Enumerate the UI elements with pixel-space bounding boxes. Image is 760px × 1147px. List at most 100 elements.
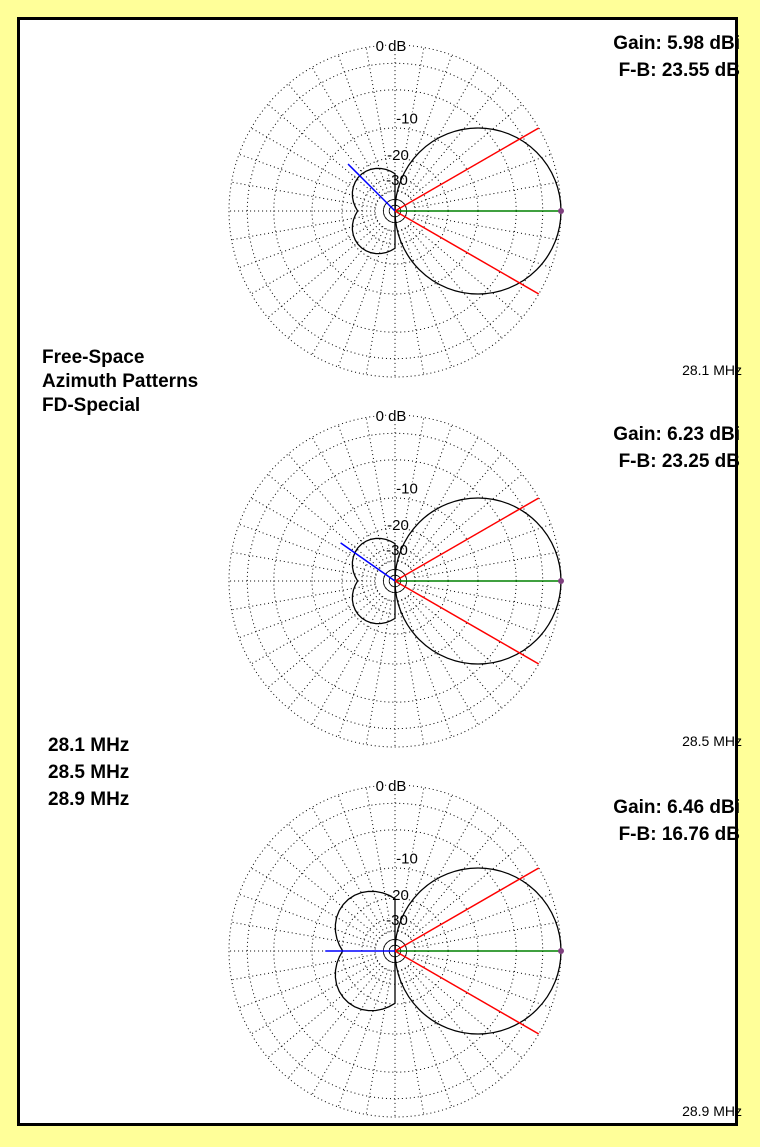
grid-spoke [409,843,523,939]
fb-label-3: F-B: 16.76 dB [618,824,740,845]
grid-spoke [267,963,381,1059]
grid-spoke [267,843,381,939]
grid-spoke [238,153,377,205]
grid-spoke [413,523,552,575]
rear-pattern-trace [351,537,396,625]
frequency-label-2: 28.5 MHz [682,733,742,749]
grid-spoke [397,230,425,375]
grid-spoke [407,225,503,339]
radial-tick-label: -20 [387,517,409,534]
grid-spoke [337,229,389,368]
grid-spoke [397,970,425,1115]
beamwidth-line [394,127,540,212]
grid-spoke [287,83,383,197]
grid-spoke [404,806,479,934]
grid-spoke [401,969,453,1108]
grid-spoke [409,223,523,319]
grid-spoke [287,965,383,1079]
grid-spoke [413,893,552,945]
frequency-label-1: 28.1 MHz [682,362,742,378]
grid-spoke [287,225,383,339]
max-gain-marker [558,578,564,584]
grid-spoke [365,230,393,375]
grid-spoke [401,424,453,563]
polar-plot-1: 0 dB -10 -20 -30 [228,36,564,378]
radial-tick-label: -20 [387,887,409,904]
grid-spoke [287,453,383,567]
grid-spoke [365,787,393,932]
beamwidth-line [394,497,540,582]
radial-tick-label: 0 dB [376,408,407,425]
grid-spoke [337,599,389,738]
title-line-3: FD-Special [42,395,141,416]
grid-spoke [409,593,523,689]
title-line-2: Azimuth Patterns [42,371,199,392]
grid-spoke [311,228,386,356]
grid-spoke [407,823,503,937]
grid-spoke [311,66,386,194]
grid-spoke [231,213,376,241]
grid-spoke [287,823,383,937]
max-gain-marker [558,208,564,214]
grid-spoke [231,953,376,981]
rear-pattern-trace [351,167,396,255]
beamwidth-line [394,950,540,1035]
grid-spoke [337,424,389,563]
grid-spoke [238,217,377,269]
grid-spoke [404,228,479,356]
gain-label-1: Gain: 5.98 dBi [613,33,740,54]
fb-label-1: F-B: 23.55 dB [618,60,740,81]
back-lobe-line [340,542,396,582]
grid-spoke [407,453,503,567]
grid-spoke [267,593,381,689]
title-line-1: Free-Space [42,347,145,368]
grid-spoke [365,600,393,745]
radial-tick-label: -10 [396,111,418,128]
grid-spoke [409,473,523,569]
grid-spoke [250,497,378,572]
polar-plot-3: 0 dB -10 -20 -30 [228,776,564,1118]
grid-spoke [311,436,386,564]
grid-spoke [337,969,389,1108]
radial-tick-label: -20 [387,147,409,164]
grid-spoke [238,957,377,1009]
grid-spoke [404,968,479,1096]
grid-spoke [409,963,523,1059]
radial-tick-label: -10 [396,851,418,868]
freq-list-2: 28.5 MHz [48,762,130,783]
beamwidth-line [394,580,540,665]
freq-list-1: 28.1 MHz [48,735,130,756]
grid-spoke [231,181,376,209]
grid-spoke [267,223,381,319]
grid-spoke [250,590,378,665]
grid-spoke [250,220,378,295]
grid-spoke [404,598,479,726]
grid-spoke [238,893,377,945]
frequency-label-3: 28.9 MHz [682,1103,742,1119]
grid-spoke [407,595,503,709]
grid-spoke [311,806,386,934]
grid-spoke [397,417,425,562]
grid-spoke [401,54,453,193]
grid-spoke [407,965,503,1079]
grid-spoke [287,595,383,709]
grid-spoke [267,473,381,569]
gain-label-2: Gain: 6.23 dBi [613,424,740,445]
radial-tick-label: 0 dB [376,778,407,795]
grid-spoke [401,599,453,738]
grid-spoke [397,787,425,932]
grid-spoke [231,583,376,611]
grid-spoke [311,968,386,1096]
grid-spoke [413,957,552,1009]
max-gain-marker [558,948,564,954]
grid-spoke [414,551,559,579]
radial-tick-label: 0 dB [376,38,407,55]
grid-spoke [413,587,552,639]
grid-spoke [238,587,377,639]
grid-spoke [414,583,559,611]
grid-spoke [250,127,378,202]
radial-tick-label: -30 [386,172,408,189]
grid-spoke [311,598,386,726]
beamwidth-line [394,867,540,952]
